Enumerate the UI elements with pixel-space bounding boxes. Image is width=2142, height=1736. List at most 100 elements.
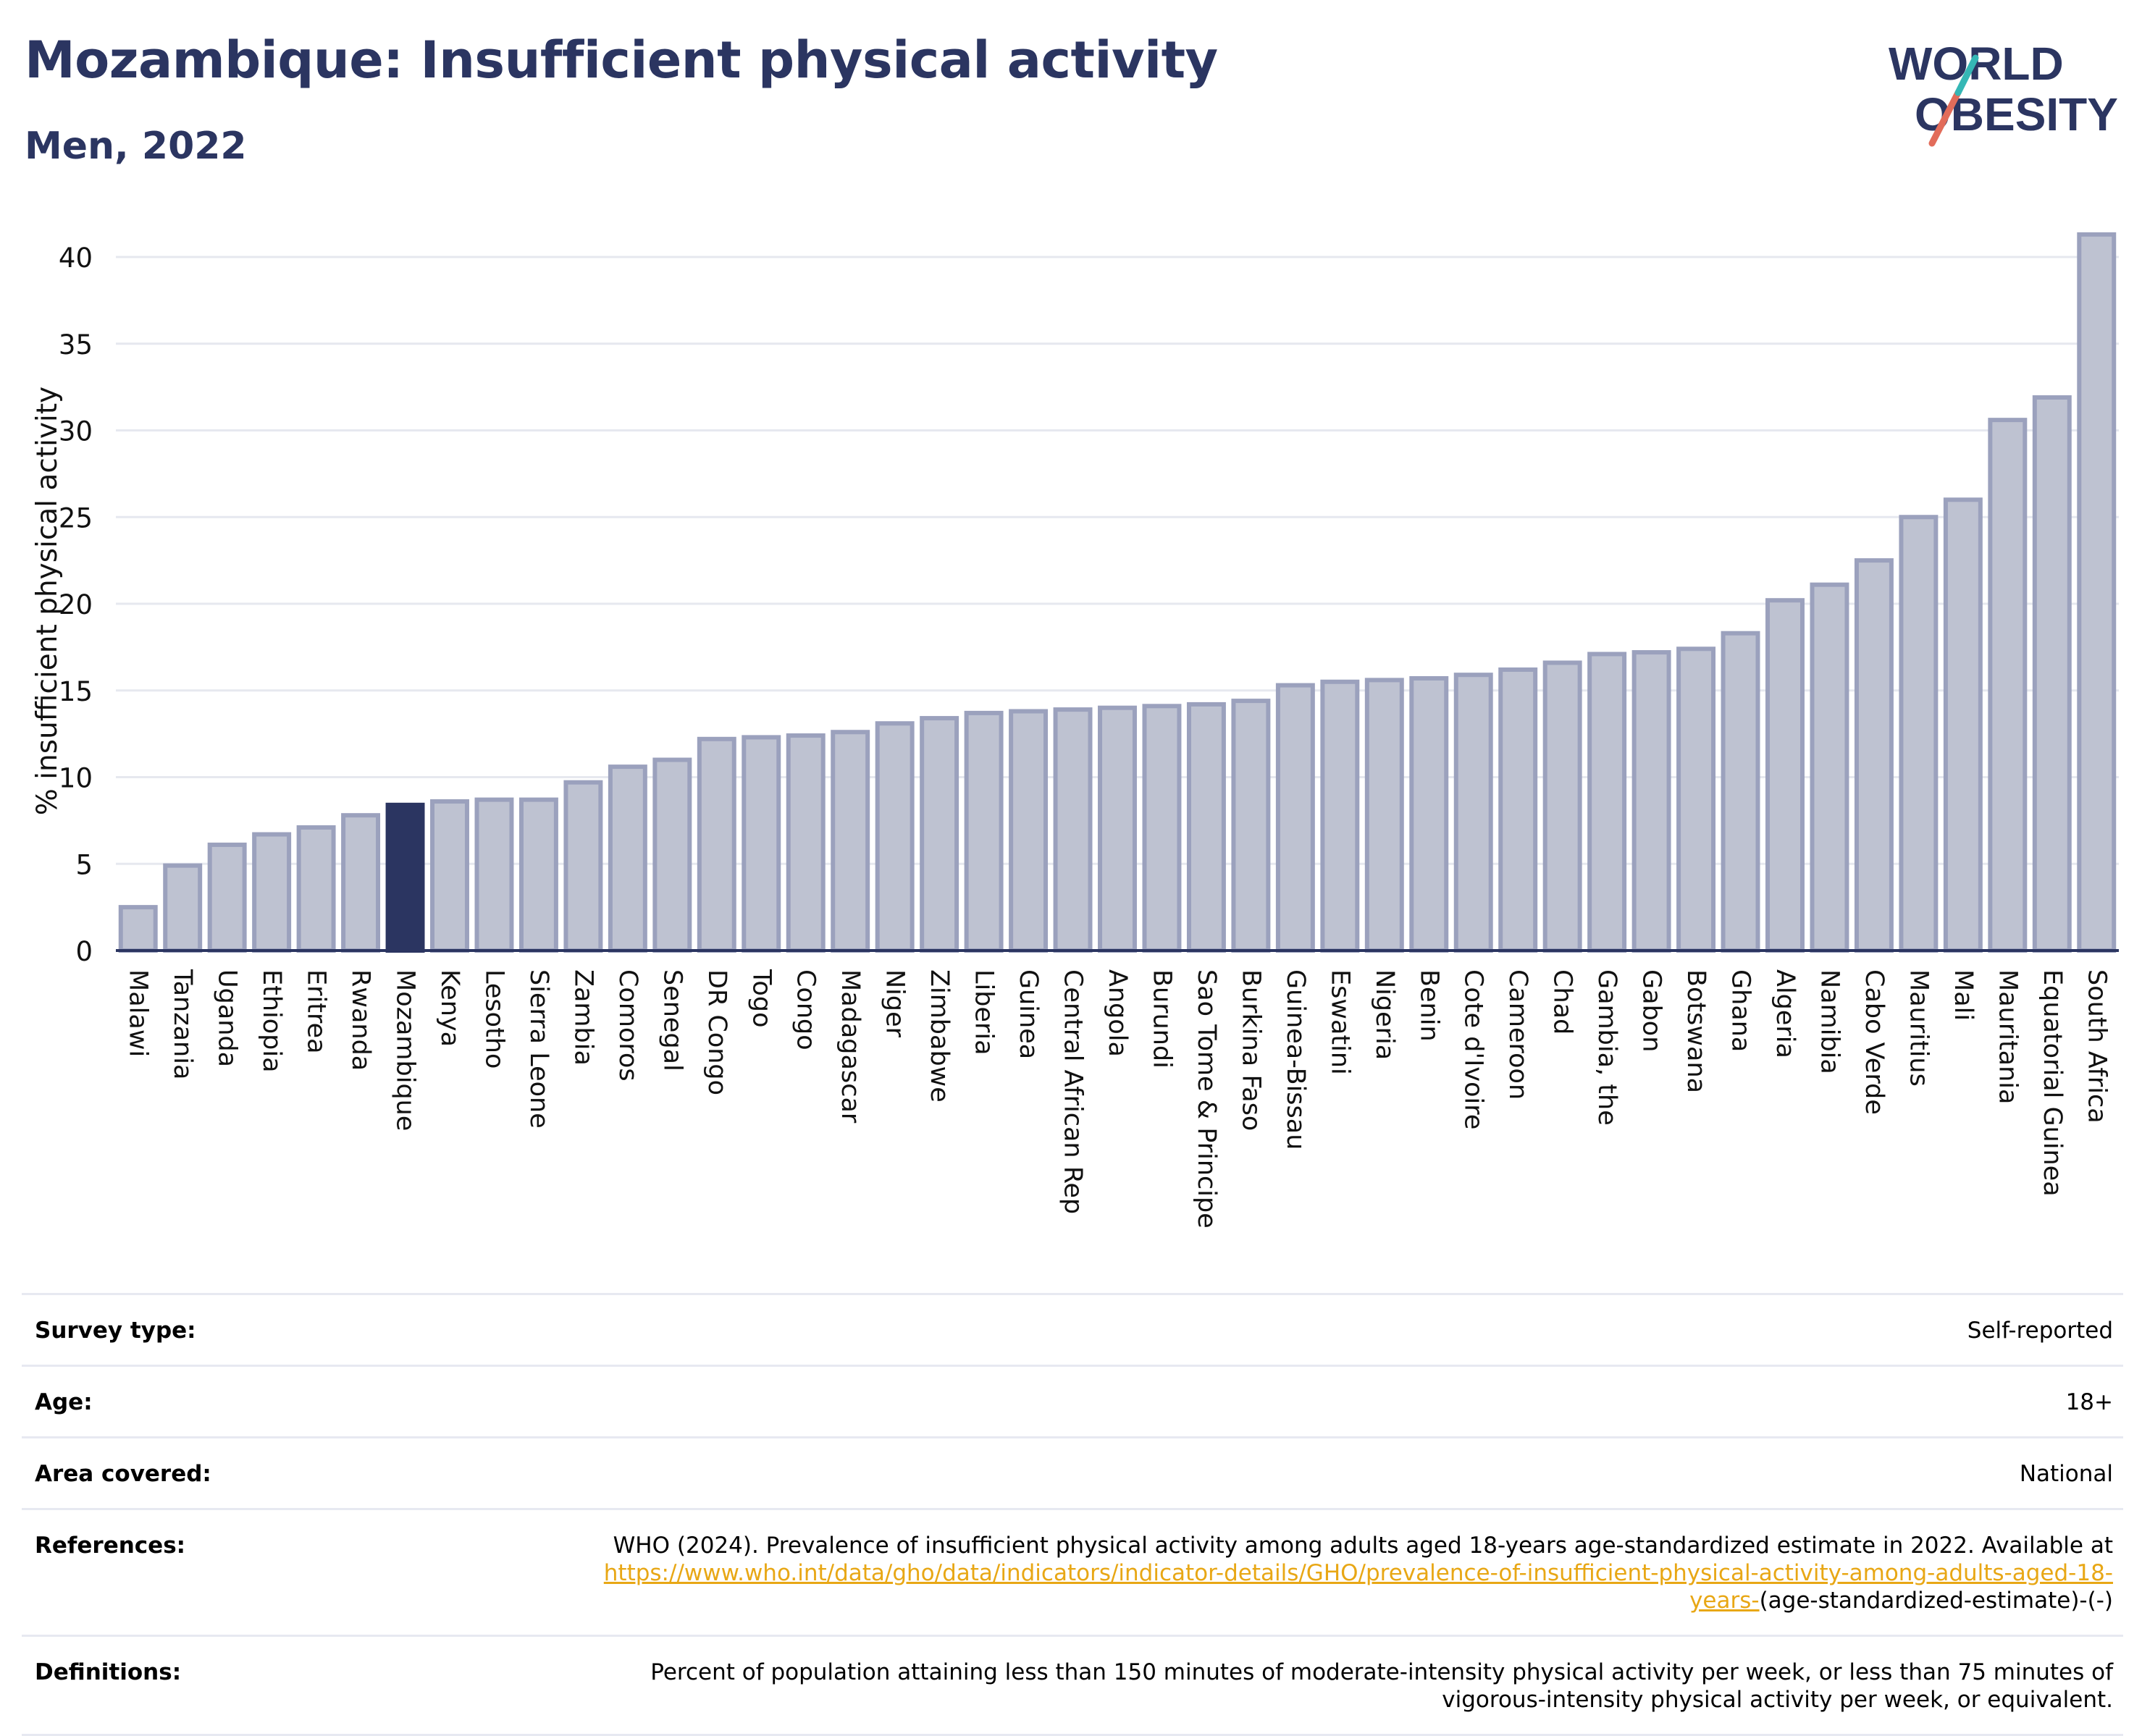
x-tick-label: DR Congo xyxy=(702,969,731,1095)
survey-type-row: Survey type: Self-reported xyxy=(22,1293,2123,1365)
x-tick-label: Namibia xyxy=(1815,969,1844,1074)
x-tick-label: Equatorial Guinea xyxy=(2038,969,2067,1197)
y-tick-label: 10 xyxy=(59,763,93,794)
bar-gambia-the xyxy=(1587,652,1627,953)
x-tick-label: Sao Tome & Principe xyxy=(1192,969,1221,1229)
bar-kenya xyxy=(430,799,469,953)
x-tick-label: Mauritania xyxy=(1993,969,2022,1104)
bar-madagascar xyxy=(831,730,870,953)
x-tick-label: Madagascar xyxy=(836,969,865,1124)
bar-burundi xyxy=(1142,704,1182,953)
bar-uganda xyxy=(207,842,247,953)
x-tick-label: Mali xyxy=(1949,969,1978,1021)
bar-equatorial-guinea xyxy=(2032,395,2072,953)
y-tick-label: 20 xyxy=(59,589,93,620)
x-tick-label: Uganda xyxy=(213,969,242,1067)
area-row: Area covered: National xyxy=(22,1436,2123,1508)
bar-comoros xyxy=(608,764,647,953)
bar-dr-congo xyxy=(697,736,736,953)
y-tick-label: 15 xyxy=(59,676,93,707)
x-tick-label: Congo xyxy=(791,969,820,1050)
bar-zambia xyxy=(563,780,603,953)
x-tick-label: Tanzania xyxy=(168,969,197,1079)
y-tick-label: 40 xyxy=(59,243,93,274)
bar-senegal xyxy=(652,757,692,953)
bar-central-african-rep xyxy=(1053,707,1093,953)
area-label: Area covered: xyxy=(35,1461,211,1487)
x-tick-label: Liberia xyxy=(970,969,999,1055)
bar-algeria xyxy=(1765,598,1805,953)
x-tick-label: Mozambique xyxy=(391,969,420,1131)
y-tick-label: 0 xyxy=(75,936,93,967)
x-tick-label: South Africa xyxy=(2082,969,2111,1124)
bar-tanzania xyxy=(163,863,203,953)
bar-malawi xyxy=(118,905,158,953)
x-tick-label: Chad xyxy=(1548,969,1577,1035)
x-tick-label: Niger xyxy=(881,969,910,1038)
references-label: References: xyxy=(35,1533,186,1559)
axes: 0 5 10 15 20 25 30 35 40 Malawi Tanzania Uganda Ethi… xyxy=(59,243,2119,1229)
x-tick-label: Botswana xyxy=(1681,969,1710,1093)
x-tick-label: Zimbabwe xyxy=(925,969,954,1103)
references-text: WHO (2024). Prevalence of insufficient p… xyxy=(613,1533,2113,1559)
y-tick-label: 25 xyxy=(59,502,93,534)
x-tick-label: Ethiopia xyxy=(257,969,286,1073)
x-tick-label: Sierra Leone xyxy=(524,969,553,1129)
bar-chad xyxy=(1542,660,1582,953)
bar-namibia xyxy=(1810,582,1849,953)
slash-mark-icon xyxy=(1928,89,1962,147)
x-tick-label: Gabon xyxy=(1637,969,1666,1052)
y-tick-label: 30 xyxy=(59,416,93,447)
bar-rwanda xyxy=(341,813,381,953)
bar-cote-d-ivoire xyxy=(1453,673,1493,953)
bar-eswatini xyxy=(1320,679,1360,953)
survey-type-label: Survey type: xyxy=(35,1318,196,1344)
y-tick-label: 5 xyxy=(75,849,93,880)
x-tick-label: Cameroon xyxy=(1503,969,1532,1100)
bar-mali xyxy=(1943,497,1983,953)
definitions-row: Definitions: Percent of population attai… xyxy=(22,1635,2123,1736)
x-tick-label: Cabo Verde xyxy=(1860,969,1889,1115)
bar-guinea xyxy=(1009,709,1049,953)
x-tick-label: Rwanda xyxy=(346,969,375,1071)
x-tick-label: Lesotho xyxy=(479,969,508,1069)
survey-type-value: Self-reported xyxy=(1967,1318,2113,1344)
x-tick-label: Mauritius xyxy=(1904,969,1933,1087)
x-tick-label: Benin xyxy=(1414,969,1443,1042)
page-title: Mozambique: Insufficient physical activi… xyxy=(25,30,1218,90)
age-label: Age: xyxy=(35,1389,93,1415)
definitions-value: Percent of population attaining less tha… xyxy=(650,1659,2113,1713)
references-tail: (age-standardized-estimate)-(-) xyxy=(1759,1588,2113,1614)
x-tick-label: Cote d'Ivoire xyxy=(1459,969,1488,1129)
age-row: Age: 18+ xyxy=(22,1365,2123,1436)
definitions-label: Definitions: xyxy=(35,1659,182,1685)
x-tick-label: Gambia, the xyxy=(1592,969,1621,1126)
bar-mozambique xyxy=(385,802,425,953)
x-tick-label: Kenya xyxy=(435,969,464,1047)
bar-cameroon xyxy=(1498,667,1538,953)
age-value: 18+ xyxy=(2065,1389,2113,1415)
x-tick-label: Burkina Faso xyxy=(1236,969,1265,1131)
bar-niger xyxy=(875,721,915,953)
bar-nigeria xyxy=(1364,678,1404,953)
bars xyxy=(118,232,2117,953)
bar-eritrea xyxy=(296,825,336,953)
bar-ghana xyxy=(1721,631,1760,953)
bar-lesotho xyxy=(474,797,514,953)
bar-south-africa xyxy=(2077,232,2117,953)
x-tick-label: Togo xyxy=(747,969,776,1027)
x-tick-label: Guinea-Bissau xyxy=(1281,969,1310,1150)
area-value: National xyxy=(2019,1461,2113,1487)
bar-togo xyxy=(742,735,781,953)
x-tick-label: Ghana xyxy=(1726,969,1755,1052)
bar-sao-tome-principe xyxy=(1186,701,1226,953)
bar-chart: 0 5 10 15 20 25 30 35 40 Malawi Tanzania Uganda Ethi… xyxy=(31,232,2119,1229)
bar-ethiopia xyxy=(252,832,292,953)
references-value: WHO (2024). Prevalence of insufficient p… xyxy=(585,1532,2113,1614)
page-subtitle: Men, 2022 xyxy=(25,125,247,168)
bar-zimbabwe xyxy=(920,716,959,953)
references-link[interactable]: https://www.who.int/data/gho/data/indica… xyxy=(603,1560,2113,1614)
x-tick-label: Algeria xyxy=(1771,969,1799,1058)
slash-mark-icon-top xyxy=(1954,54,1979,96)
bar-mauritius xyxy=(1899,515,1939,953)
